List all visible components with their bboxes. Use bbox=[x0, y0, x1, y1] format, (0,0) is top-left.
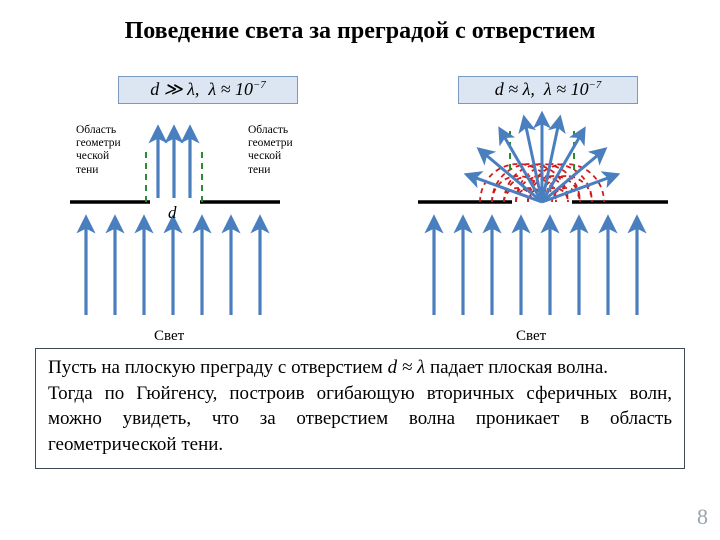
explanation-textbox: Пусть на плоскую преграду с отверстием d… bbox=[35, 348, 685, 469]
right-diagram bbox=[400, 110, 700, 340]
slide-title: Поведение света за преградой с отверстие… bbox=[0, 18, 720, 45]
page-number: 8 bbox=[697, 504, 708, 530]
paragraph-1: Пусть на плоскую преграду с отверстием d… bbox=[48, 355, 672, 381]
left-diagram: d bbox=[60, 110, 320, 340]
formula-box-right: d ≈ λ, λ ≈ 10−7 bbox=[458, 76, 638, 104]
svg-text:d: d bbox=[168, 203, 177, 222]
para1-post: падает плоская волна. bbox=[425, 357, 608, 378]
inline-formula-d-approx-lambda: d ≈ λ bbox=[388, 357, 426, 378]
paragraph-2: Тогда по Гюйгенсу, построив огибающую вт… bbox=[48, 381, 672, 458]
para1-pre: Пусть на плоскую преграду с отверстием bbox=[48, 357, 388, 378]
formula-box-left: d ≫ λ, λ ≈ 10−7 bbox=[118, 76, 298, 104]
